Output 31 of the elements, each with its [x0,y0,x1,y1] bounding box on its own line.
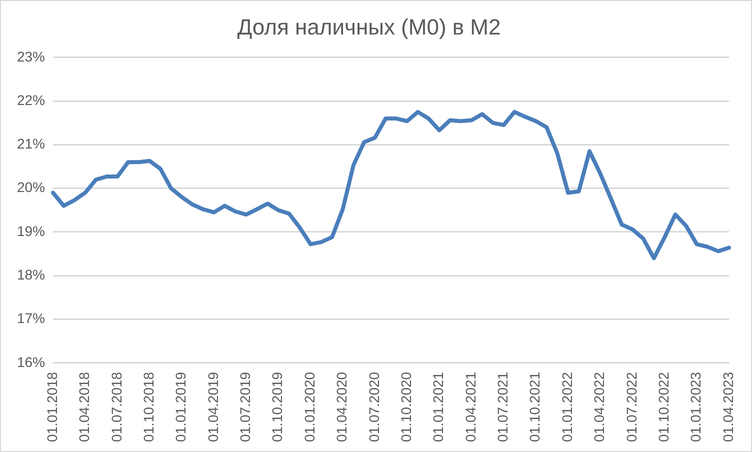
x-tick-label: 01.10.2022 [655,372,672,442]
y-tick-label: 17% [16,310,46,326]
x-tick-label: 01.01.2022 [558,372,575,442]
x-tick-label: 01.01.2019 [172,372,189,442]
y-tick-label: 22% [16,92,46,108]
x-tick-label: 01.07.2021 [494,372,511,442]
x-tick-label: 01.07.2022 [623,372,640,442]
x-tick-label: 01.04.2021 [462,372,478,442]
x-tick-label: 01.01.2018 [44,372,60,442]
x-tick-label: 01.07.2018 [108,372,124,442]
x-tick-label: 01.01.2020 [301,372,318,442]
y-tick-label: 23% [16,48,46,64]
x-tick-label: 01.04.2019 [204,372,221,442]
x-tick-label: 01.10.2020 [398,372,414,442]
x-tick-label: 01.10.2019 [269,372,286,442]
x-tick-label: 01.01.2021 [430,372,446,442]
y-tick-label: 19% [16,222,46,239]
x-tick-label: 01.01.2023 [688,372,704,442]
y-tick-label: 16% [16,354,46,370]
y-tick-label: 20% [16,179,46,196]
x-tick-label: 01.04.2023 [720,372,736,442]
x-tick-label: 01.07.2019 [237,372,254,442]
x-tick-label: 01.10.2018 [140,372,156,442]
chart-title: Доля наличных (M0) в M2 [237,14,501,40]
y-tick-label: 21% [16,136,46,152]
y-tick-label: 18% [16,266,46,282]
x-tick-label: 01.07.2020 [366,372,382,442]
x-tick-label: 01.10.2021 [526,372,543,442]
x-tick-label: 01.04.2020 [334,372,350,442]
x-tick-label: 01.04.2022 [591,372,608,442]
x-tick-label: 01.04.2018 [76,372,92,442]
